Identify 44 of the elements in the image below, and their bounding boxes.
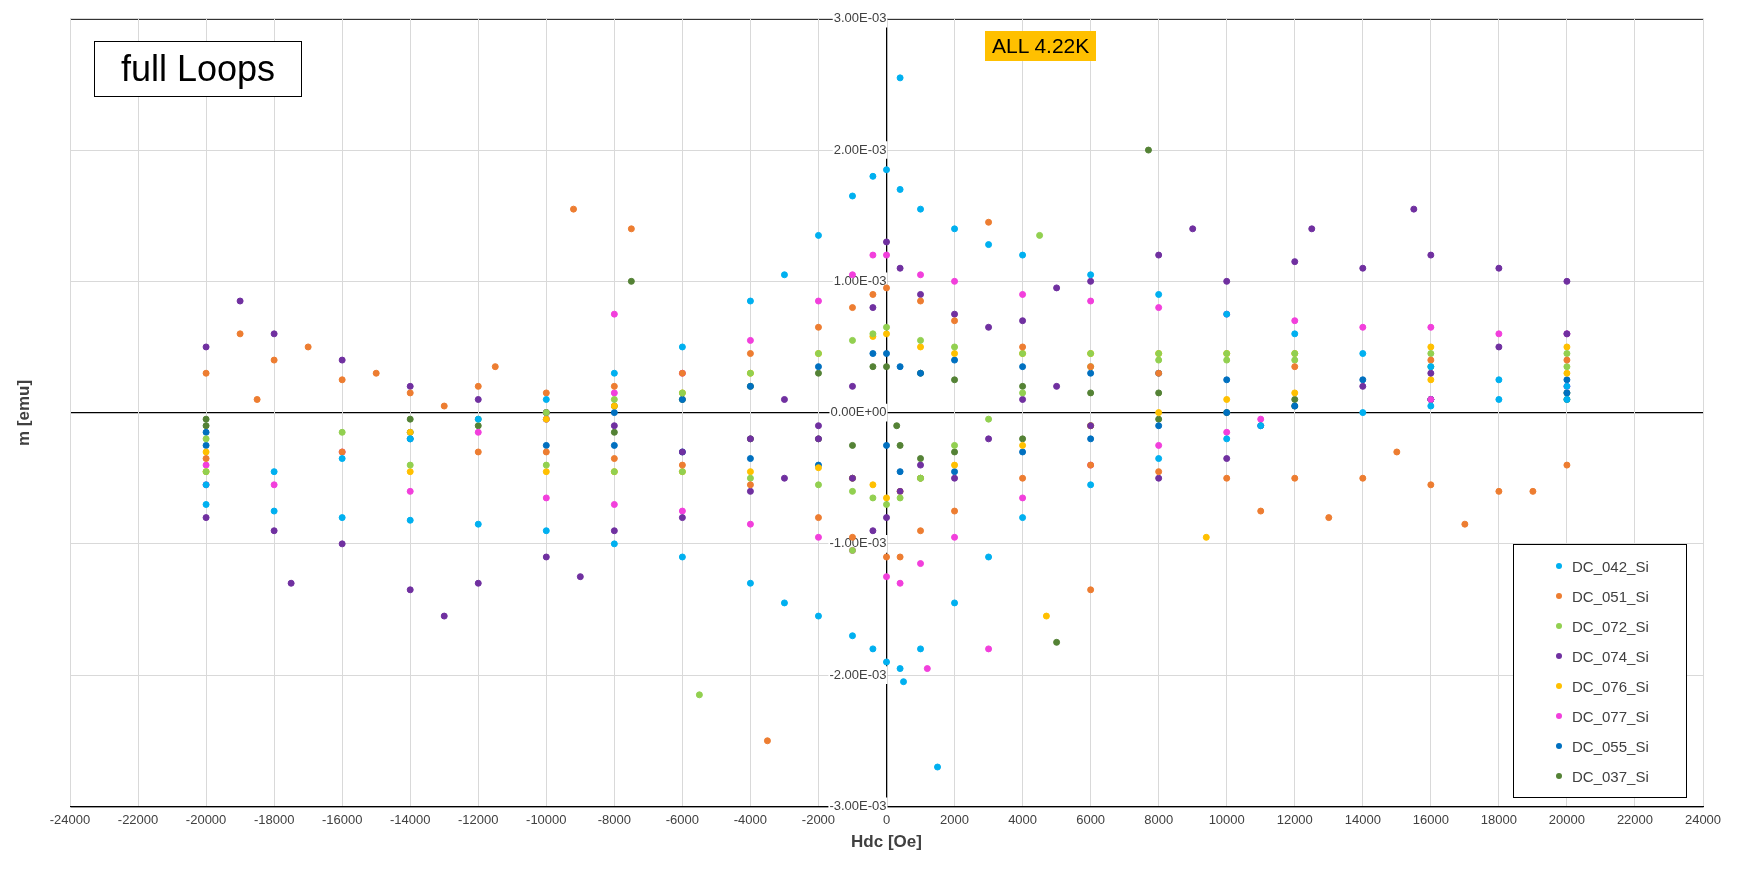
- x-tick-label: 20000: [1548, 811, 1585, 827]
- x-tick-label: 8000: [1144, 811, 1174, 827]
- x-tick-label: -6000: [665, 811, 699, 827]
- y-tick-label: 0.00E+00: [830, 404, 887, 420]
- legend-label: DC_077_Si: [1572, 707, 1649, 725]
- annotation: ALL 4.22K: [985, 30, 1097, 61]
- x-tick-label: 0: [882, 811, 891, 827]
- x-tick-label: -14000: [389, 811, 431, 827]
- y-axis-title: m [emu]: [14, 379, 34, 446]
- x-tick-label: -18000: [253, 811, 295, 827]
- x-tick-label: -16000: [321, 811, 363, 827]
- x-tick-label: 12000: [1276, 811, 1313, 827]
- x-tick-label: 16000: [1412, 811, 1449, 827]
- legend-label: DC_076_Si: [1572, 677, 1649, 695]
- x-tick-label: -4000: [733, 811, 768, 827]
- legend-label: DC_037_Si: [1572, 767, 1649, 785]
- x-tick-label: 22000: [1616, 811, 1654, 827]
- x-tick-label: 18000: [1480, 811, 1517, 827]
- x-tick-label: 4000: [1008, 811, 1038, 827]
- legend-label: DC_042_Si: [1572, 557, 1649, 575]
- x-tick-label: 2000: [940, 811, 969, 827]
- x-axis-title: Hdc [Oe]: [850, 832, 923, 853]
- x-tick-label: 6000: [1076, 811, 1106, 827]
- y-tick-label: -2.00E-03: [829, 666, 887, 682]
- x-tick-label: 24000: [1684, 811, 1722, 827]
- x-tick-label: -2000: [801, 811, 836, 827]
- x-tick-label: 14000: [1344, 811, 1381, 827]
- x-tick-label: -10000: [526, 811, 567, 827]
- x-tick-label: -8000: [597, 811, 631, 827]
- legend-label: DC_051_Si: [1572, 587, 1649, 605]
- x-tick-label: -24000: [49, 811, 91, 827]
- text: full Loops: [94, 40, 303, 97]
- x-tick-label: -12000: [458, 811, 499, 827]
- legend-label: DC_072_Si: [1572, 617, 1649, 635]
- legend-label: DC_074_Si: [1572, 647, 1649, 665]
- legend-label: DC_055_Si: [1572, 737, 1649, 755]
- y-tick-label: 3.00E-03: [833, 10, 887, 26]
- y-tick-label: 1.00E-03: [833, 272, 887, 288]
- y-tick-label: -3.00E-03: [829, 797, 887, 813]
- x-tick-label: -22000: [117, 811, 159, 827]
- x-tick-label: -20000: [185, 811, 227, 827]
- y-tick-label: -1.00E-03: [829, 535, 887, 551]
- x-tick-label: 10000: [1208, 811, 1245, 827]
- y-tick-label: 2.00E-03: [833, 141, 887, 157]
